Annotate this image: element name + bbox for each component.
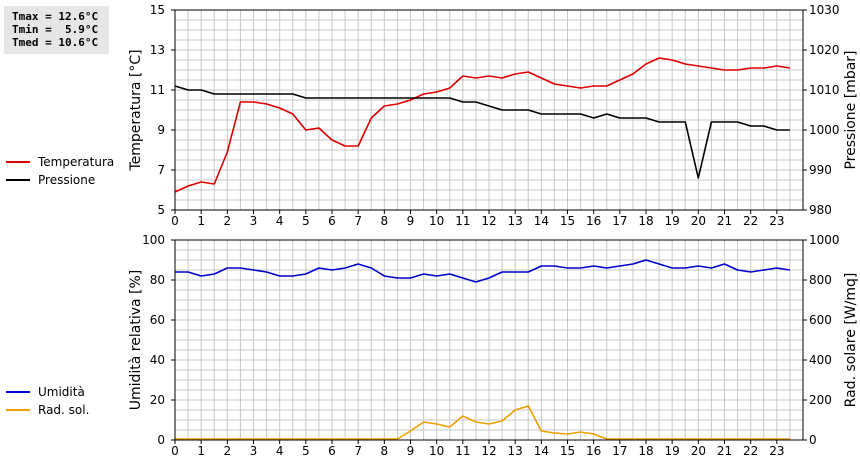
y-tick-label-right: 800: [809, 273, 832, 287]
x-tick-label: 19: [665, 214, 680, 228]
x-tick-label: 16: [586, 444, 601, 458]
legend-umidita-label: Umidità: [38, 385, 85, 399]
x-tick-label: 14: [534, 214, 549, 228]
y-tick-label-right: 0: [809, 433, 817, 447]
y-tick-label-right: 200: [809, 393, 832, 407]
x-tick-label: 18: [638, 444, 653, 458]
stat-tmed: Tmed = 10.6°C: [12, 36, 99, 49]
y-tick-label-left: 80: [150, 273, 165, 287]
x-tick-label: 22: [743, 444, 758, 458]
x-tick-label: 10: [429, 444, 444, 458]
legend-top: Temperatura Pressione: [6, 155, 114, 187]
x-tick-label: 3: [250, 214, 258, 228]
series-line-temperatura: [174, 57, 791, 193]
x-tick-label: 2: [224, 444, 232, 458]
y-tick-label-left: 40: [150, 353, 165, 367]
y-tick-label-left: 7: [157, 163, 165, 177]
temperature-pressure-chart: 0 1 2 3 4 5 6 7 8 9 10 11 12 13 14 15 16 17 18 19 20 21 22 2357…: [128, 3, 859, 228]
x-tick-label: 15: [560, 444, 575, 458]
x-tick-label: 21: [717, 214, 732, 228]
x-tick-label: 0: [171, 444, 179, 458]
x-tick-label: 20: [691, 444, 706, 458]
ylabel-right-top: Pressione [mbar]: [843, 50, 859, 169]
x-tick-label: 10: [429, 214, 444, 228]
y-tick-label-left: 11: [150, 83, 165, 97]
y-tick-label-right: 980: [809, 203, 832, 217]
x-tick-label: 1: [197, 444, 205, 458]
x-tick-label: 9: [407, 444, 415, 458]
y-tick-label-right: 1010: [809, 83, 840, 97]
series-bottom: [175, 259, 791, 440]
x-tick-label: 0: [171, 214, 179, 228]
x-tick-label: 12: [481, 444, 496, 458]
ylabel-left-bottom: Umidità relativa [%]: [128, 270, 144, 411]
ticks-top: 0 1 2 3 4 5 6 7 8 9 10 11 12 13 14 15 16 17 18 19 20 21 22 2357…: [150, 3, 840, 228]
ticks-bottom: 0 1 2 3 4 5 6 7 8 9 10 11 12 13 14 15 16 17 18 19 20 21 22 2302…: [142, 233, 839, 458]
x-tick-label: 20: [691, 214, 706, 228]
series-line-umidit: [175, 259, 791, 283]
stats-box: Tmax = 12.6°C Tmin = 5.9°C Tmed = 10.6°C: [4, 6, 109, 54]
x-tick-label: 7: [354, 214, 362, 228]
x-tick-label: 19: [665, 444, 680, 458]
y-tick-label-left: 13: [150, 43, 165, 57]
x-tick-label: 12: [481, 214, 496, 228]
legend-radsol-label: Rad. sol.: [38, 403, 89, 417]
x-tick-label: 17: [612, 214, 627, 228]
grid-bottom: [175, 240, 803, 440]
legend-pressione-label: Pressione: [38, 173, 95, 187]
series-top: [174, 57, 791, 193]
humidity-solar-chart: 0 1 2 3 4 5 6 7 8 9 10 11 12 13 14 15 16 17 18 19 20 21 22 2302…: [128, 233, 859, 458]
x-tick-label: 17: [612, 444, 627, 458]
x-tick-label: 6: [328, 214, 336, 228]
series-line-pressione: [174, 85, 790, 179]
x-tick-label: 3: [250, 444, 258, 458]
x-tick-label: 2: [224, 214, 232, 228]
x-tick-label: 4: [276, 214, 284, 228]
x-tick-label: 16: [586, 214, 601, 228]
grid-top: [175, 10, 803, 210]
y-tick-label-left: 5: [157, 203, 165, 217]
y-tick-label-left: 0: [157, 433, 165, 447]
x-tick-label: 8: [381, 214, 389, 228]
x-tick-label: 5: [302, 444, 310, 458]
x-tick-label: 23: [769, 444, 784, 458]
stat-tmin: Tmin = 5.9°C: [12, 23, 99, 36]
x-tick-label: 14: [534, 444, 549, 458]
ylabel-right-bottom: Rad. solare [W/mq]: [843, 273, 859, 408]
y-tick-label-right: 990: [809, 163, 832, 177]
x-tick-label: 8: [381, 444, 389, 458]
series-line-rad-sol: [175, 405, 790, 440]
legend-bottom: Umidità Rad. sol.: [6, 385, 89, 417]
x-tick-label: 23: [769, 214, 784, 228]
y-tick-label-left: 60: [150, 313, 165, 327]
x-tick-label: 1: [197, 214, 205, 228]
y-tick-label-right: 1030: [809, 3, 840, 17]
x-tick-label: 18: [638, 214, 653, 228]
y-tick-label-right: 1000: [809, 123, 840, 137]
x-tick-label: 11: [455, 214, 470, 228]
x-tick-label: 11: [455, 444, 470, 458]
x-tick-label: 15: [560, 214, 575, 228]
legend-temperatura-label: Temperatura: [37, 155, 114, 169]
x-tick-label: 4: [276, 444, 284, 458]
y-tick-label-left: 15: [150, 3, 165, 17]
x-tick-label: 9: [407, 214, 415, 228]
y-tick-label-left: 100: [142, 233, 165, 247]
y-tick-label-left: 9: [157, 123, 165, 137]
y-tick-label-right: 400: [809, 353, 832, 367]
y-tick-label-right: 1000: [809, 233, 840, 247]
y-tick-label-left: 20: [150, 393, 165, 407]
x-tick-label: 21: [717, 444, 732, 458]
x-tick-label: 13: [508, 444, 523, 458]
x-tick-label: 22: [743, 214, 758, 228]
x-tick-label: 6: [328, 444, 336, 458]
stat-tmax: Tmax = 12.6°C: [12, 10, 99, 23]
x-tick-label: 13: [508, 214, 523, 228]
x-tick-label: 7: [354, 444, 362, 458]
x-tick-label: 5: [302, 214, 310, 228]
ylabel-left-top: Temperatura [°C]: [128, 49, 144, 171]
y-tick-label-right: 600: [809, 313, 832, 327]
y-tick-label-right: 1020: [809, 43, 840, 57]
